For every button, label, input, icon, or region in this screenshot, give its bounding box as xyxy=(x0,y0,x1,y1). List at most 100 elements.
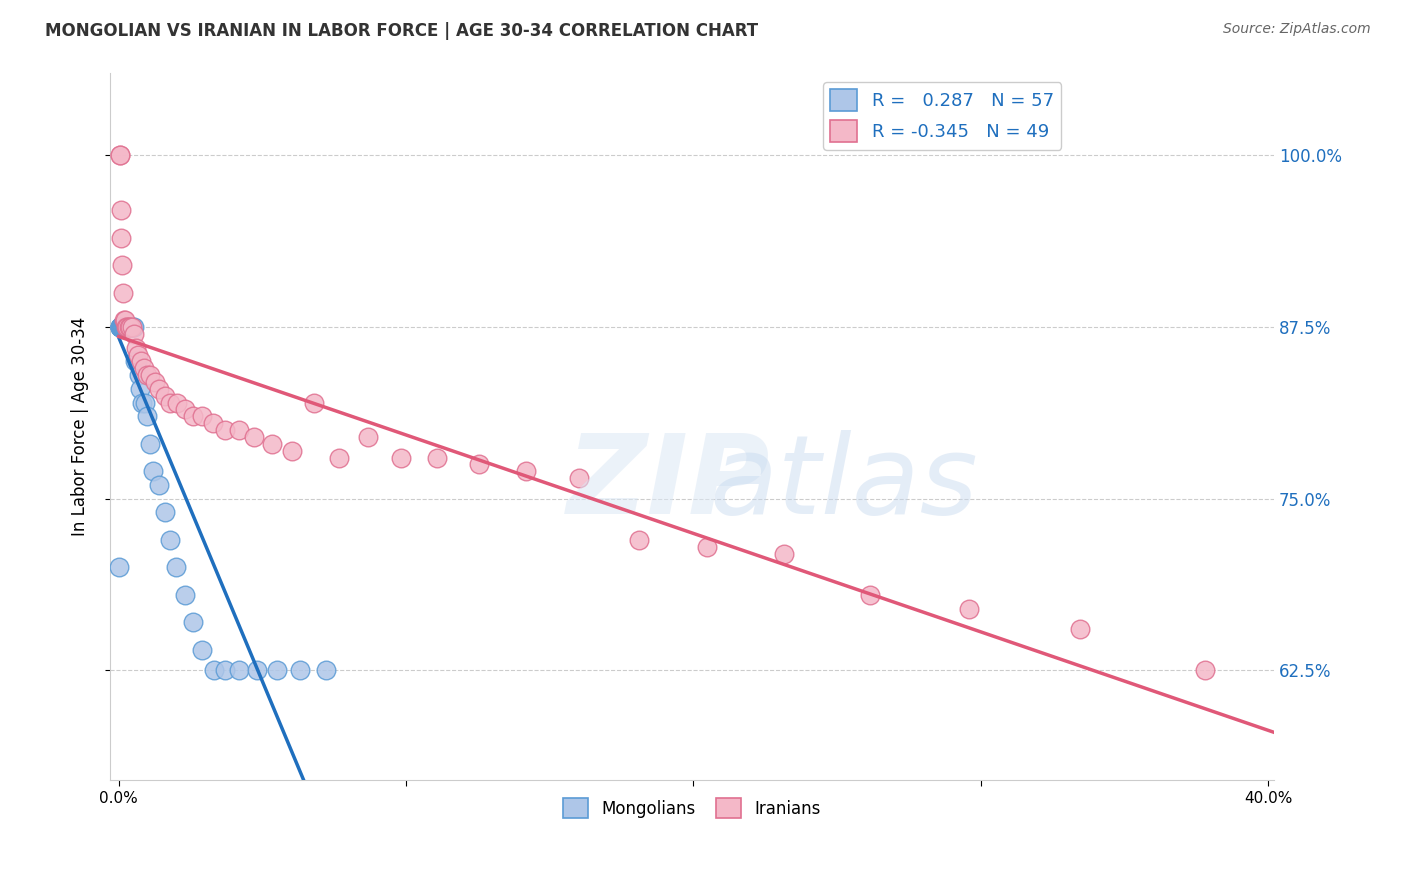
Point xyxy=(628,533,651,547)
Point xyxy=(120,320,142,334)
Point xyxy=(121,320,143,334)
Point xyxy=(135,368,157,383)
Point xyxy=(108,320,131,334)
Point xyxy=(142,464,165,478)
Point xyxy=(129,382,152,396)
Point xyxy=(115,320,138,334)
Point xyxy=(110,320,132,334)
Point xyxy=(389,450,412,465)
Point xyxy=(111,320,134,334)
Point xyxy=(118,320,141,334)
Point xyxy=(202,664,225,678)
Point xyxy=(108,148,131,162)
Point xyxy=(228,423,250,437)
Point xyxy=(110,320,132,334)
Point xyxy=(214,423,236,437)
Point xyxy=(110,320,132,334)
Point xyxy=(108,320,131,334)
Point xyxy=(568,471,591,485)
Point xyxy=(773,547,796,561)
Point xyxy=(288,664,311,678)
Point xyxy=(159,395,181,409)
Point xyxy=(1069,622,1091,636)
Text: ZIP: ZIP xyxy=(567,430,770,537)
Point xyxy=(173,588,195,602)
Point xyxy=(108,148,131,162)
Point xyxy=(111,320,134,334)
Text: Source: ZipAtlas.com: Source: ZipAtlas.com xyxy=(1223,22,1371,37)
Point xyxy=(114,320,136,334)
Point xyxy=(128,368,150,383)
Point xyxy=(110,320,132,334)
Point xyxy=(117,320,139,334)
Point xyxy=(108,320,131,334)
Text: MONGOLIAN VS IRANIAN IN LABOR FORCE | AGE 30-34 CORRELATION CHART: MONGOLIAN VS IRANIAN IN LABOR FORCE | AG… xyxy=(45,22,758,40)
Point xyxy=(243,430,266,444)
Text: atlas: atlas xyxy=(709,430,977,537)
Point xyxy=(110,320,132,334)
Point xyxy=(1194,664,1216,678)
Point xyxy=(139,368,162,383)
Point xyxy=(136,409,159,424)
Point xyxy=(112,320,135,334)
Point xyxy=(191,643,214,657)
Point xyxy=(515,464,537,478)
Point xyxy=(468,458,491,472)
Point xyxy=(122,320,145,334)
Point xyxy=(214,664,236,678)
Point xyxy=(111,258,134,272)
Point xyxy=(118,320,141,334)
Point xyxy=(117,320,139,334)
Point xyxy=(122,320,145,334)
Point xyxy=(117,320,139,334)
Point xyxy=(114,320,136,334)
Point xyxy=(357,430,380,444)
Point xyxy=(181,409,204,424)
Point xyxy=(112,320,135,334)
Point xyxy=(111,320,134,334)
Point xyxy=(132,361,155,376)
Point xyxy=(115,320,138,334)
Point xyxy=(266,664,288,678)
Point xyxy=(124,354,146,368)
Point xyxy=(110,203,132,218)
Point xyxy=(114,320,136,334)
Point xyxy=(115,320,138,334)
Point xyxy=(148,478,170,492)
Point xyxy=(111,320,134,334)
Point xyxy=(134,395,156,409)
Point xyxy=(280,443,302,458)
Point xyxy=(153,506,176,520)
Y-axis label: In Labor Force | Age 30-34: In Labor Force | Age 30-34 xyxy=(72,317,89,536)
Point xyxy=(426,450,449,465)
Point xyxy=(139,437,162,451)
Point xyxy=(111,285,134,300)
Point xyxy=(260,437,283,451)
Point xyxy=(191,409,214,424)
Point xyxy=(114,320,136,334)
Point xyxy=(957,601,980,615)
Point xyxy=(112,313,135,327)
Point xyxy=(148,382,170,396)
Point xyxy=(110,320,132,334)
Point xyxy=(118,320,141,334)
Point xyxy=(129,354,152,368)
Point xyxy=(143,375,166,389)
Point xyxy=(859,588,882,602)
Point xyxy=(125,354,148,368)
Point xyxy=(166,395,188,409)
Point xyxy=(696,540,718,554)
Point xyxy=(153,389,176,403)
Point xyxy=(121,320,143,334)
Point xyxy=(328,450,350,465)
Point xyxy=(127,347,149,361)
Point xyxy=(114,313,136,327)
Point xyxy=(165,560,187,574)
Point xyxy=(108,320,131,334)
Point xyxy=(131,395,153,409)
Point xyxy=(201,416,224,430)
Point xyxy=(173,402,195,417)
Legend: Mongolians, Iranians: Mongolians, Iranians xyxy=(557,791,827,825)
Point xyxy=(122,326,145,341)
Point xyxy=(115,320,138,334)
